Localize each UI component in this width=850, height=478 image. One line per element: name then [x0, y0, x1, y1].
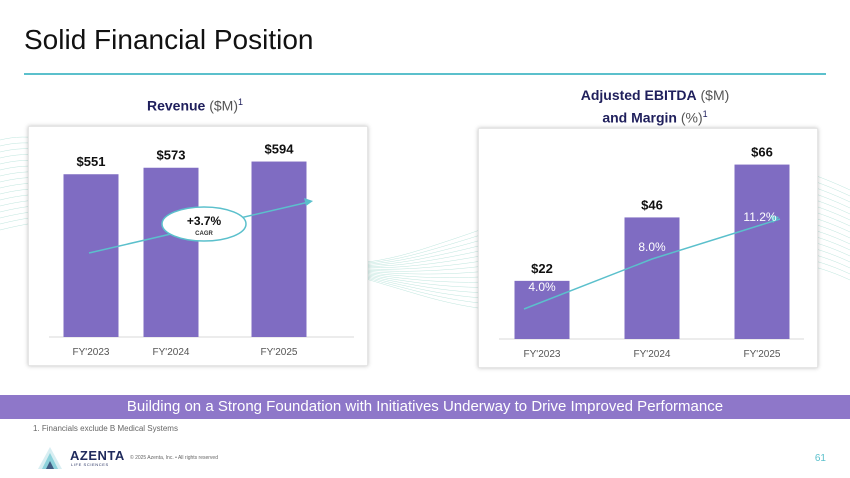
ebitda-chart: $22 FY'2023 $46 FY'2024 $66 FY'2025 4.0% 8.0% 11…: [499, 145, 804, 360]
margin-label: 8.0%: [638, 240, 666, 254]
ebitda-bar-label: $22: [531, 261, 553, 276]
revenue-heading-label: Revenue: [146, 97, 206, 114]
revenue-bar-label: $594: [265, 142, 295, 157]
ebitda-bar-label: $66: [751, 145, 773, 160]
revenue-heading-footnote: 1: [238, 97, 244, 107]
ebitda-chart-panel: $22 FY'2023 $46 FY'2024 $66 FY'2025 4.0% 8.0% 11…: [478, 128, 818, 368]
page-title: Solid Financial Position: [24, 24, 314, 55]
ebitda-x-tick: FY'2025: [744, 349, 781, 360]
revenue-x-tick: FY'2025: [261, 347, 298, 358]
ebitda-chart-heading: Adjusted EBITDA ($M) and Margin (%)1: [560, 86, 750, 128]
ebitda-bar: [624, 217, 680, 339]
revenue-chart-panel: $551 FY'2023 $573 FY'2024 $594 FY'2025 +3.7% CA…: [28, 126, 368, 366]
ebitda-bar-label: $46: [641, 197, 663, 212]
logo-subtitle: LIFE SCIENCES: [71, 462, 109, 467]
page-number: 61: [814, 453, 826, 464]
margin-heading-unit: (%): [680, 109, 703, 126]
azenta-logo-icon: [38, 447, 62, 469]
revenue-heading-unit: ($M): [209, 97, 238, 114]
revenue-bar-label: $551: [77, 154, 106, 169]
cagr-value: +3.7%: [187, 214, 222, 228]
ebitda-heading-footnote: 1: [702, 109, 708, 119]
revenue-bar: [251, 161, 307, 337]
cagr-arrowhead-icon: [304, 198, 313, 206]
revenue-x-tick: FY'2024: [153, 347, 190, 358]
revenue-bar-label: $573: [157, 148, 186, 163]
cagr-badge: [161, 206, 247, 242]
ebitda-bar: [734, 164, 790, 339]
logo-wordmark: AZENTA: [70, 448, 125, 463]
margin-label: 11.2%: [743, 210, 776, 224]
footnote: 1. Financials exclude B Medical Systems: [33, 424, 178, 433]
ebitda-x-tick: FY'2024: [634, 349, 671, 360]
ebitda-heading-unit: ($M): [700, 87, 730, 103]
revenue-chart: $551 FY'2023 $573 FY'2024 $594 FY'2025 +3.7% CA…: [49, 142, 354, 358]
ebitda-bar: [514, 280, 570, 339]
title-divider: [24, 73, 826, 75]
margin-heading-label: and Margin: [602, 109, 677, 126]
cagr-label: CAGR: [195, 231, 213, 237]
ebitda-heading-label: Adjusted EBITDA: [580, 87, 697, 103]
revenue-chart-heading: Revenue ($M)1: [120, 97, 270, 114]
revenue-x-tick: FY'2023: [73, 347, 110, 358]
margin-label: 4.0%: [528, 280, 556, 294]
margin-arrowhead-icon: [770, 215, 779, 223]
revenue-bar: [63, 174, 119, 337]
margin-line: [523, 218, 781, 310]
summary-banner: Building on a Strong Foundation with Ini…: [0, 395, 850, 419]
copyright: © 2025 Azenta, Inc. • All rights reserve…: [130, 455, 218, 461]
ebitda-x-tick: FY'2023: [524, 349, 561, 360]
revenue-bar: [143, 167, 199, 337]
